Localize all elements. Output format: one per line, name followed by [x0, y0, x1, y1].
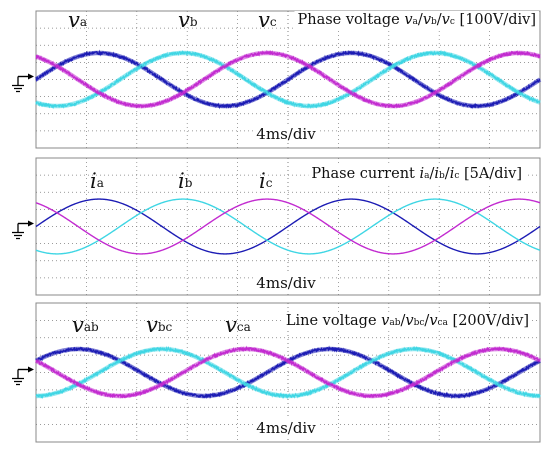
panel-title-prefix: Phase voltage	[297, 12, 404, 28]
ground-arrow-head	[28, 366, 34, 373]
trace-subscript: ca	[237, 320, 251, 334]
time-scale-background	[254, 419, 319, 437]
panel-title-symbol: v	[429, 313, 438, 329]
panel-title-scale: [200V/div]	[448, 313, 529, 329]
panel-title-subscript: ab	[389, 318, 400, 328]
trace-symbol: i	[259, 169, 266, 193]
panel-title-slash: /	[430, 166, 435, 182]
series-vca-line	[35, 345, 541, 399]
time-scale-label: 4ms/div	[256, 125, 316, 143]
trace-subscript: b	[185, 176, 193, 190]
trace-subscript: c	[266, 176, 273, 190]
series-vc-line	[35, 49, 541, 109]
panel-title-symbol: v	[405, 313, 414, 329]
panel-title-subscript: b	[439, 171, 445, 181]
panel-title-subscript: a	[424, 171, 430, 181]
ground-marker-icon	[12, 366, 34, 386]
trace-subscript: ab	[84, 320, 99, 334]
trace-subscript: bc	[158, 320, 173, 334]
time-scale-label: 4ms/div	[256, 419, 316, 437]
trace-subscript: b	[190, 15, 198, 29]
trace-symbol: i	[90, 169, 97, 193]
panel-title-slash: /	[401, 313, 406, 329]
series-ib-line	[35, 198, 541, 255]
panel-title-scale: [5A/div]	[459, 166, 522, 182]
panel-title-slash: /	[418, 12, 423, 28]
ground-symbol	[12, 76, 24, 93]
trace-label-ic: ic	[259, 169, 273, 193]
ground-marker-icon	[12, 220, 34, 240]
panel-title-prefix: Phase current	[311, 166, 419, 182]
trace-subscript: a	[97, 176, 104, 190]
panel-title-symbol: i	[419, 166, 424, 182]
trace-label-vbc: vbc	[146, 313, 173, 337]
ground-arrow-head	[28, 220, 34, 227]
panel-3: vab vbc vca Line voltage vab/vbc/vca [200V/…	[12, 302, 542, 443]
ground-marker-icon	[12, 73, 34, 93]
series-ia-line	[35, 198, 541, 255]
panel-title-symbol: v	[404, 12, 413, 28]
panel-title-symbol: v	[381, 313, 390, 329]
panel-title-scale: [100V/div]	[455, 12, 536, 28]
trace-label-vca: vca	[225, 313, 251, 337]
trace-label-vc: vc	[258, 8, 277, 32]
trace-label-va: va	[68, 8, 87, 32]
panel-1: va vb vc Phase voltage va/vb/vc [100V/div]4…	[12, 8, 542, 149]
trace-label-ib: ib	[178, 169, 193, 193]
panel-title-slash: /	[437, 12, 442, 28]
panel-title-subscript: c	[454, 171, 459, 181]
trace-symbol: v	[225, 313, 237, 337]
trace-symbol: v	[146, 313, 158, 337]
trace-symbol: v	[68, 8, 80, 32]
panel-title-subscript: a	[413, 17, 419, 27]
panel-title: Phase voltage va/vb/vc [100V/div]	[297, 12, 536, 28]
series-va-line	[35, 49, 541, 110]
panel-title-subscript: b	[431, 17, 437, 27]
trace-subscript: a	[80, 15, 87, 29]
panel-title-slash: /	[424, 313, 429, 329]
panel-title-symbol: v	[442, 12, 451, 28]
trace-symbol: v	[72, 313, 84, 337]
panel-title-prefix: Line voltage	[286, 313, 381, 329]
panel-title-slash: /	[445, 166, 450, 182]
panel-title-background	[282, 312, 532, 330]
trace-subscript: c	[270, 15, 277, 29]
trace-label-vab: vab	[72, 313, 99, 337]
time-scale-background	[254, 125, 319, 143]
panel-title-subscript: bc	[414, 318, 425, 328]
panel-title: Line voltage vab/vbc/vca [200V/div]	[286, 313, 529, 329]
panel-title: Phase current ia/ib/ic [5A/div]	[311, 166, 522, 182]
panel-title-symbol: v	[423, 12, 432, 28]
trace-label-ia: ia	[90, 169, 104, 193]
trace-label-vb: vb	[178, 8, 198, 32]
ground-symbol	[12, 369, 24, 386]
ground-arrow-head	[28, 73, 34, 80]
panel-title-subscript: ca	[438, 318, 449, 328]
trace-symbol: i	[178, 169, 185, 193]
panel-title-symbol: i	[450, 166, 455, 182]
series-ic-line	[35, 198, 541, 255]
panel-title-background	[294, 11, 539, 29]
trace-symbol: v	[178, 8, 190, 32]
time-scale-label: 4ms/div	[256, 274, 316, 292]
panel-title-symbol: i	[434, 166, 439, 182]
panel-title-subscript: c	[450, 17, 455, 27]
series-vb-line	[35, 49, 541, 110]
trace-symbol: v	[258, 8, 270, 32]
panel-title-background	[308, 165, 525, 183]
time-scale-background	[254, 274, 319, 292]
ground-symbol	[12, 223, 24, 240]
